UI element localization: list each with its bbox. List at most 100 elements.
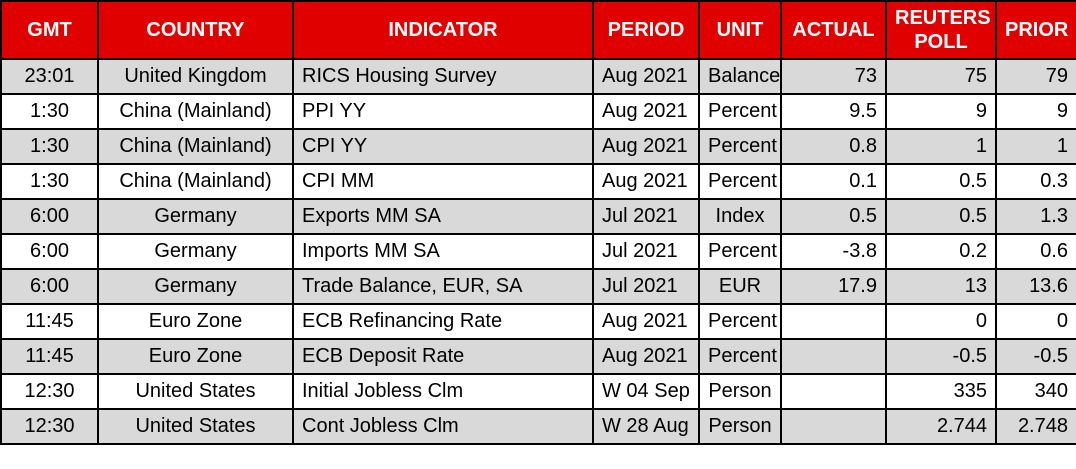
column-header-period: PERIOD [592,0,700,60]
cell-country: Germany [97,198,294,235]
cell-reuters-poll: 9 [885,93,997,130]
table-body: 23:01 United Kingdom RICS Housing Survey Au… [0,58,1076,445]
table-row: 12:30 United States Cont Jobless Clm W 28 A… [0,408,1076,445]
cell-indicator: Exports MM SA [292,198,594,235]
cell-actual: 9.5 [780,93,887,130]
table-row: 1:30 China (Mainland) PPI YY Aug 2021 Percen… [0,93,1076,130]
cell-unit: EUR [698,268,782,305]
cell-actual [780,408,887,445]
cell-prior: 0.6 [995,233,1076,270]
cell-country: China (Mainland) [97,128,294,165]
column-header-prior: PRIOR [995,0,1076,60]
cell-gmt: 11:45 [0,303,99,340]
cell-reuters-poll: 1 [885,128,997,165]
cell-reuters-poll: 75 [885,58,997,95]
cell-indicator: Imports MM SA [292,233,594,270]
cell-country: Germany [97,233,294,270]
column-header-indicator: INDICATOR [292,0,594,60]
table-header: GMT COUNTRY INDICATOR PERIOD UNIT ACTUAL REUTE… [0,0,1076,60]
column-header-gmt: GMT [0,0,99,60]
cell-actual: 0.1 [780,163,887,200]
cell-country: China (Mainland) [97,163,294,200]
cell-unit: Percent [698,338,782,375]
cell-country: United States [97,373,294,410]
cell-country: Germany [97,268,294,305]
cell-period: Aug 2021 [592,58,700,95]
cell-country: United Kingdom [97,58,294,95]
cell-actual: -3.8 [780,233,887,270]
cell-period: Aug 2021 [592,338,700,375]
cell-unit: Percent [698,233,782,270]
cell-unit: Percent [698,303,782,340]
cell-reuters-poll: -0.5 [885,338,997,375]
column-header-reuters-poll: REUTERS POLL [885,0,997,60]
cell-country: China (Mainland) [97,93,294,130]
column-header-country: COUNTRY [97,0,294,60]
cell-indicator: ECB Deposit Rate [292,338,594,375]
cell-gmt: 23:01 [0,58,99,95]
cell-indicator: ECB Refinancing Rate [292,303,594,340]
cell-period: Aug 2021 [592,303,700,340]
cell-reuters-poll: 2.744 [885,408,997,445]
cell-unit: Index [698,198,782,235]
cell-unit: Balance [698,58,782,95]
cell-prior: -0.5 [995,338,1076,375]
cell-prior: 0 [995,303,1076,340]
cell-period: Aug 2021 [592,163,700,200]
cell-indicator: Trade Balance, EUR, SA [292,268,594,305]
cell-actual [780,303,887,340]
cell-country: Euro Zone [97,303,294,340]
cell-reuters-poll: 0.2 [885,233,997,270]
column-header-actual: ACTUAL [780,0,887,60]
table-row: 12:30 United States Initial Jobless Clm W 0… [0,373,1076,410]
cell-reuters-poll: 335 [885,373,997,410]
cell-gmt: 11:45 [0,338,99,375]
cell-gmt: 1:30 [0,128,99,165]
cell-prior: 13.6 [995,268,1076,305]
table-row: 6:00 Germany Imports MM SA Jul 2021 Percent -… [0,233,1076,270]
table-row: 11:45 Euro Zone ECB Refinancing Rate Aug 20… [0,303,1076,340]
table-row: 23:01 United Kingdom RICS Housing Survey Au… [0,58,1076,95]
cell-gmt: 12:30 [0,373,99,410]
cell-indicator: Cont Jobless Clm [292,408,594,445]
cell-actual: 17.9 [780,268,887,305]
cell-unit: Percent [698,93,782,130]
cell-country: United States [97,408,294,445]
cell-indicator: RICS Housing Survey [292,58,594,95]
cell-unit: Percent [698,163,782,200]
cell-gmt: 1:30 [0,93,99,130]
cell-gmt: 12:30 [0,408,99,445]
cell-prior: 9 [995,93,1076,130]
cell-indicator: PPI YY [292,93,594,130]
table-row: 1:30 China (Mainland) CPI YY Aug 2021 Percen… [0,128,1076,165]
cell-unit: Percent [698,128,782,165]
cell-period: W 28 Aug [592,408,700,445]
cell-prior: 79 [995,58,1076,95]
table-row: 6:00 Germany Exports MM SA Jul 2021 Index 0.5… [0,198,1076,235]
cell-indicator: CPI MM [292,163,594,200]
cell-period: Aug 2021 [592,93,700,130]
cell-period: Jul 2021 [592,268,700,305]
cell-reuters-poll: 13 [885,268,997,305]
cell-indicator: Initial Jobless Clm [292,373,594,410]
table-row: 11:45 Euro Zone ECB Deposit Rate Aug 2021 Pe… [0,338,1076,375]
cell-prior: 1 [995,128,1076,165]
column-header-unit: UNIT [698,0,782,60]
cell-actual [780,373,887,410]
cell-gmt: 6:00 [0,198,99,235]
cell-reuters-poll: 0.5 [885,198,997,235]
cell-prior: 2.748 [995,408,1076,445]
cell-actual: 73 [780,58,887,95]
cell-period: Jul 2021 [592,198,700,235]
cell-country: Euro Zone [97,338,294,375]
cell-period: Aug 2021 [592,128,700,165]
cell-prior: 0.3 [995,163,1076,200]
cell-reuters-poll: 0 [885,303,997,340]
cell-period: Jul 2021 [592,233,700,270]
cell-unit: Person [698,373,782,410]
cell-actual: 0.5 [780,198,887,235]
header-row: GMT COUNTRY INDICATOR PERIOD UNIT ACTUAL REUTE… [0,0,1076,60]
cell-unit: Person [698,408,782,445]
cell-gmt: 1:30 [0,163,99,200]
